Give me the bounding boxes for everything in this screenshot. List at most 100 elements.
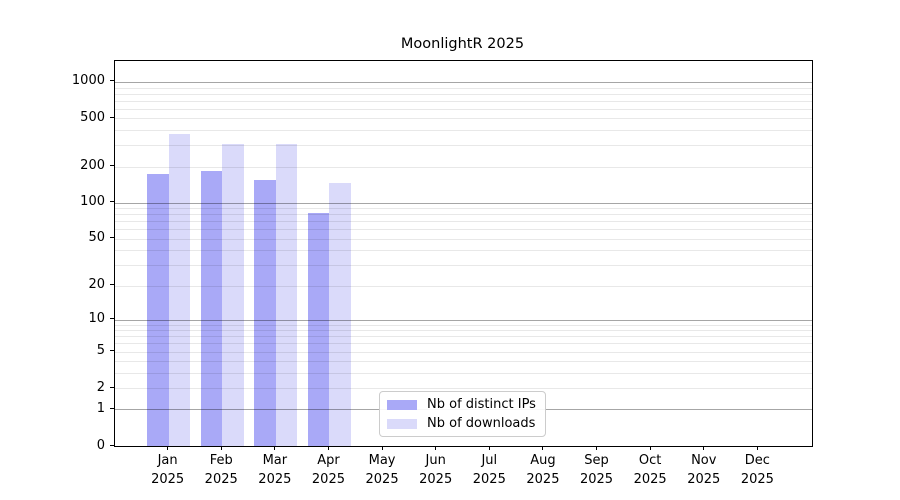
x-tick-month: Oct — [638, 453, 662, 468]
y-tick-mark — [110, 386, 114, 388]
y-tick-mark — [110, 407, 114, 409]
x-tick-label-apr: Apr 2025 — [288, 452, 368, 489]
y-tick-label: 100 — [80, 194, 105, 210]
x-tick-month: Aug — [530, 453, 556, 468]
minor-gridline — [115, 324, 812, 326]
y-tick-mark — [110, 80, 114, 82]
y-tick-label: 2 — [96, 379, 105, 395]
y-tick-label: 200 — [80, 158, 105, 174]
bar-downloads-feb — [222, 143, 244, 446]
minor-gridline — [115, 100, 812, 102]
x-tick-month: May — [368, 453, 396, 468]
x-tick-month: Jul — [481, 453, 498, 468]
bar-distinct-ips-feb — [200, 170, 223, 446]
minor-gridline — [115, 330, 812, 332]
x-tick-mark — [703, 446, 705, 450]
x-tick-mark — [220, 446, 222, 450]
minor-gridline — [115, 130, 812, 132]
x-tick-year: 2025 — [204, 471, 238, 487]
y-tick-mark — [110, 318, 114, 320]
x-tick-label-nov: Nov 2025 — [664, 452, 744, 489]
x-tick-label-sep: Sep 2025 — [557, 452, 637, 489]
x-tick-year: 2025 — [151, 471, 185, 487]
y-tick-mark — [110, 116, 114, 118]
x-tick-mark — [649, 446, 651, 450]
legend-item-distinct-ips: Nb of distinct IPs — [387, 397, 545, 412]
minor-gridline — [115, 229, 812, 231]
bar-downloads-apr — [329, 183, 351, 446]
y-tick-label: 20 — [88, 277, 105, 293]
x-tick-label-aug: Aug 2025 — [503, 452, 583, 489]
minor-gridline — [115, 265, 812, 267]
y-tick-label: 50 — [88, 230, 105, 246]
legend-swatch-distinct-ips — [387, 399, 417, 410]
x-tick-year: 2025 — [740, 471, 774, 487]
x-tick-month: Jun — [425, 453, 446, 468]
y-tick-label: 1000 — [71, 73, 105, 89]
x-tick-year: 2025 — [633, 471, 667, 487]
x-tick-label-jan: Jan 2025 — [128, 452, 208, 489]
legend-swatch-downloads — [387, 418, 417, 429]
minor-gridline — [115, 336, 812, 338]
y-tick-mark — [110, 165, 114, 167]
x-tick-mark — [381, 446, 383, 450]
minor-gridline — [115, 250, 812, 252]
x-tick-month: Jan — [157, 453, 178, 468]
x-tick-label-may: May 2025 — [342, 452, 422, 489]
x-tick-month: Sep — [584, 453, 609, 468]
y-tick-label: 10 — [88, 311, 105, 327]
plot-area — [114, 60, 813, 447]
legend: Nb of distinct IPs Nb of downloads — [379, 391, 546, 437]
y-tick-label: 0 — [96, 437, 105, 453]
x-tick-mark — [167, 446, 169, 450]
minor-gridline — [115, 145, 812, 147]
y-tick-label: 1 — [96, 400, 105, 416]
bar-distinct-ips-mar — [254, 179, 276, 446]
y-tick-label: 500 — [80, 109, 105, 125]
x-tick-mark — [274, 446, 276, 450]
y-tick-mark — [110, 201, 114, 203]
minor-gridline — [115, 372, 812, 374]
minor-gridline — [115, 208, 812, 210]
x-tick-label-dec: Dec 2025 — [717, 452, 797, 489]
x-tick-year: 2025 — [579, 471, 614, 487]
minor-gridline — [115, 87, 812, 89]
x-tick-year: 2025 — [526, 471, 560, 487]
x-tick-month: Dec — [744, 453, 770, 468]
x-tick-label-jun: Jun 2025 — [396, 452, 476, 489]
x-tick-year: 2025 — [258, 471, 292, 487]
x-tick-label-mar: Mar 2025 — [235, 452, 315, 489]
major-gridline — [115, 202, 812, 204]
x-tick-month: Apr — [317, 453, 340, 468]
minor-gridline — [115, 351, 812, 353]
x-tick-mark — [542, 446, 544, 450]
minor-gridline — [115, 108, 812, 110]
legend-label-downloads: Nb of downloads — [427, 416, 536, 431]
x-tick-month: Feb — [209, 453, 233, 468]
x-tick-month: Nov — [691, 453, 717, 468]
legend-label-distinct-ips: Nb of distinct IPs — [427, 397, 536, 412]
x-tick-mark — [596, 446, 598, 450]
major-gridline — [115, 81, 812, 83]
bar-distinct-ips-apr — [308, 213, 330, 446]
minor-gridline — [115, 221, 812, 223]
x-tick-mark — [435, 446, 437, 450]
bar-downloads-mar — [275, 143, 298, 446]
x-tick-year: 2025 — [365, 471, 399, 487]
major-gridline — [115, 319, 812, 321]
chart-title: MoonlightR 2025 — [400, 36, 525, 52]
legend-item-downloads: Nb of downloads — [387, 416, 545, 431]
x-tick-year: 2025 — [472, 471, 506, 487]
x-tick-year: 2025 — [419, 471, 453, 487]
minor-gridline — [115, 118, 812, 120]
bar-downloads-jan — [168, 134, 191, 446]
minor-gridline — [115, 361, 812, 363]
y-tick-mark — [110, 284, 114, 286]
x-tick-label-oct: Oct 2025 — [610, 452, 690, 489]
y-tick-mark — [110, 350, 114, 352]
x-tick-month: Mar — [262, 453, 288, 468]
minor-gridline — [115, 93, 812, 95]
y-tick-label: 5 — [96, 343, 105, 359]
minor-gridline — [115, 343, 812, 345]
